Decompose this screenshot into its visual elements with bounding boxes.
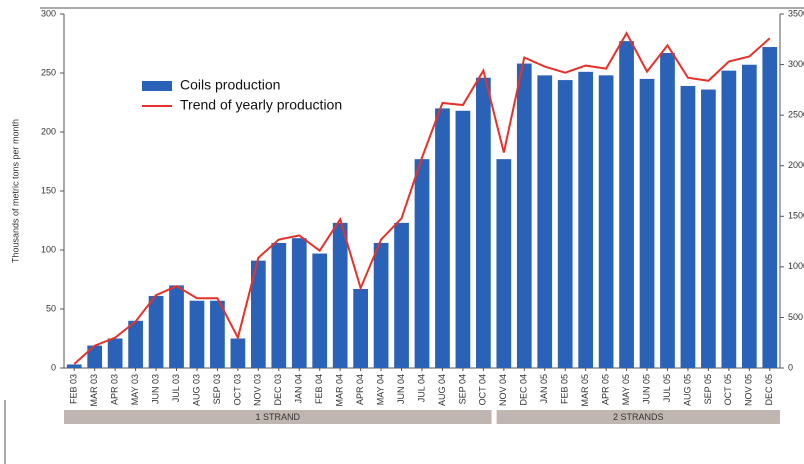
x-tick-label: JUL 05 <box>662 374 672 402</box>
y2-tick-label: 3500 <box>788 8 804 18</box>
y2-tick-label: 2000 <box>788 160 804 170</box>
bar <box>353 288 368 368</box>
x-tick-label: FEB 03 <box>69 374 79 404</box>
bar <box>414 159 430 368</box>
x-tick-label: MAY 05 <box>621 374 631 405</box>
bar <box>128 320 143 368</box>
legend-frame <box>135 72 337 120</box>
x-tick-label: OCT 05 <box>723 374 733 405</box>
y-tick-label: 250 <box>41 67 56 77</box>
trend-line <box>73 31 771 365</box>
bar <box>66 364 82 368</box>
bar <box>619 41 634 368</box>
group-band <box>496 410 780 424</box>
y2-tick-label: 2500 <box>788 110 804 120</box>
y-tick-label: 300 <box>41 8 56 18</box>
bar <box>496 159 512 368</box>
bar <box>271 242 287 368</box>
x-tick-label: DEC 03 <box>273 374 283 406</box>
bar <box>557 80 573 368</box>
y-tick-label: 150 <box>41 185 56 195</box>
x-tick-label: DEC 04 <box>519 374 529 406</box>
bar <box>250 260 266 368</box>
bar <box>373 242 389 368</box>
y-tick-label: 50 <box>46 303 56 313</box>
bar <box>476 77 491 368</box>
x-tick-label: JUL 04 <box>416 374 426 402</box>
bar <box>516 63 532 369</box>
y-axis-label: Thousands of metric tons per month <box>10 119 20 263</box>
x-tick-label: OCT 04 <box>478 374 488 405</box>
bar <box>721 70 737 368</box>
x-tick-label: APR 03 <box>110 374 120 405</box>
x-tick-label: NOV 05 <box>744 374 754 406</box>
y2-tick-label: 1000 <box>788 261 804 271</box>
bar <box>148 296 164 368</box>
x-tick-label: JAN 05 <box>539 374 549 404</box>
x-tick-label: AUG 05 <box>682 374 692 406</box>
bar <box>210 300 225 368</box>
bar <box>660 52 675 368</box>
x-tick-label: OCT 03 <box>232 374 242 405</box>
bar <box>578 71 594 368</box>
group-label: 2 STRANDS <box>613 412 664 422</box>
group-label: 1 STRAND <box>256 412 301 422</box>
x-tick-label: JUN 03 <box>150 374 160 404</box>
group-band <box>64 410 492 424</box>
x-tick-label: JAN 04 <box>294 374 304 404</box>
bar <box>762 47 778 368</box>
x-tick-label: NOV 04 <box>498 374 508 406</box>
bar <box>537 75 553 369</box>
x-tick-label: MAR 05 <box>580 374 590 407</box>
x-tick-label: MAY 04 <box>375 374 385 405</box>
x-tick-label: SEP 05 <box>703 374 713 404</box>
legend: Coils production Trend of yearly producti… <box>135 72 342 120</box>
y2-tick-label: 500 <box>788 312 803 322</box>
x-tick-label: MAY 03 <box>130 374 140 405</box>
bar <box>435 108 450 369</box>
x-tick-label: SEP 04 <box>457 374 467 404</box>
y2-tick-label: 0 <box>788 362 793 372</box>
bar <box>741 64 757 369</box>
x-tick-label: MAR 04 <box>335 374 345 407</box>
x-tick-label: JUN 04 <box>396 374 406 404</box>
x-tick-label: JUL 03 <box>171 374 181 402</box>
bar <box>680 85 696 368</box>
x-tick-label: NOV 03 <box>253 374 263 406</box>
bar <box>87 345 103 368</box>
bar <box>639 78 655 369</box>
bar <box>598 75 614 369</box>
x-tick-label: AUG 03 <box>191 374 201 406</box>
x-tick-label: AUG 04 <box>437 374 447 406</box>
legend-label: Trend of yearly production <box>180 97 342 113</box>
y-tick-label: 100 <box>41 244 56 254</box>
bar <box>332 222 348 368</box>
x-tick-label: SEP 03 <box>212 374 222 404</box>
x-tick-label: JUN 05 <box>641 374 651 404</box>
legend-swatch <box>142 81 172 91</box>
bar <box>455 110 471 368</box>
legend-label: Coils production <box>180 77 280 93</box>
y-tick-label: 0 <box>51 362 56 372</box>
y-tick-label: 200 <box>41 126 56 136</box>
bar <box>291 238 307 368</box>
bar <box>394 222 409 368</box>
bar <box>169 285 184 368</box>
bar <box>107 338 123 368</box>
x-tick-label: FEB 04 <box>314 374 324 404</box>
x-tick-label: FEB 05 <box>560 374 570 404</box>
bar <box>230 338 246 368</box>
y2-tick-label: 1500 <box>788 211 804 221</box>
bar <box>189 300 205 368</box>
x-tick-label: APR 04 <box>355 374 365 405</box>
bar <box>312 253 328 368</box>
x-tick-label: APR 05 <box>600 374 610 405</box>
x-tick-label: DEC 05 <box>764 374 774 406</box>
x-tick-label: MAR 03 <box>89 374 99 407</box>
bar <box>701 89 716 369</box>
